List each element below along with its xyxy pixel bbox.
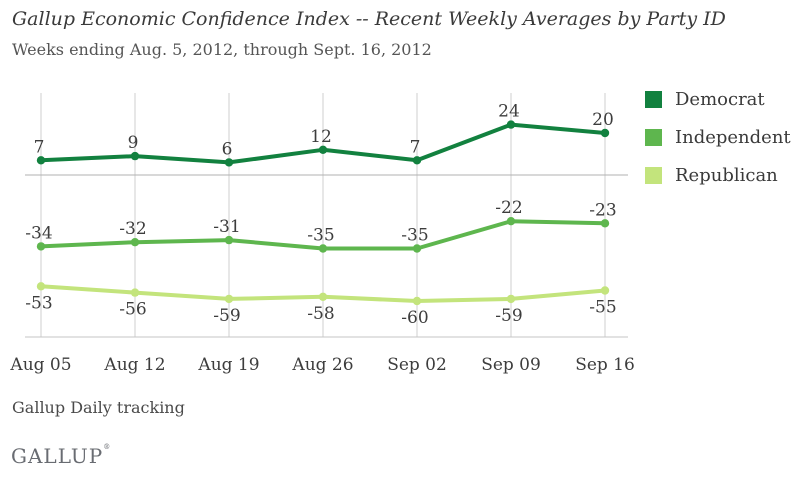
- svg-text:-22: -22: [495, 198, 522, 218]
- svg-text:Aug 19: Aug 19: [197, 355, 259, 375]
- page-title: Gallup Economic Confidence Index -- Rece…: [12, 8, 726, 30]
- legend-item-republican: Republican: [645, 165, 791, 186]
- svg-text:20: 20: [592, 110, 614, 130]
- gallup-logo-text: GALLUP: [11, 444, 104, 468]
- svg-text:-35: -35: [307, 226, 334, 246]
- gallup-logo: GALLUP®: [11, 443, 112, 469]
- svg-text:7: 7: [410, 137, 421, 157]
- svg-text:9: 9: [128, 133, 139, 153]
- source-note: Gallup Daily tracking: [12, 398, 185, 417]
- republican-swatch-icon: [645, 167, 662, 184]
- svg-text:-55: -55: [589, 298, 616, 318]
- registered-trademark-icon: ®: [103, 443, 112, 451]
- svg-text:-59: -59: [495, 306, 522, 326]
- svg-text:-58: -58: [307, 304, 334, 324]
- svg-text:-60: -60: [401, 308, 428, 328]
- svg-text:-59: -59: [213, 306, 240, 326]
- svg-text:12: 12: [310, 127, 332, 147]
- legend-item-independent: Independent: [645, 127, 791, 148]
- legend-label-republican: Republican: [675, 165, 778, 186]
- svg-text:Sep 09: Sep 09: [481, 355, 541, 375]
- svg-text:Aug 05: Aug 05: [9, 355, 71, 375]
- svg-text:Sep 16: Sep 16: [575, 355, 635, 375]
- svg-text:-23: -23: [589, 200, 616, 220]
- svg-text:Sep 02: Sep 02: [387, 355, 447, 375]
- democrat-swatch-icon: [645, 91, 662, 108]
- svg-text:-56: -56: [119, 300, 146, 320]
- legend-item-democrat: Democrat: [645, 89, 791, 110]
- chart-legend: Democrat Independent Republican: [645, 89, 791, 205]
- page-subtitle: Weeks ending Aug. 5, 2012, through Sept.…: [12, 40, 432, 59]
- legend-label-democrat: Democrat: [675, 89, 765, 110]
- svg-text:6: 6: [222, 139, 233, 159]
- svg-text:-34: -34: [25, 223, 52, 243]
- svg-text:-53: -53: [25, 293, 52, 313]
- independent-swatch-icon: [645, 129, 662, 146]
- svg-text:Aug 12: Aug 12: [103, 355, 165, 375]
- svg-text:7: 7: [34, 137, 45, 157]
- svg-text:24: 24: [498, 102, 520, 122]
- legend-label-independent: Independent: [675, 127, 791, 148]
- svg-text:-35: -35: [401, 226, 428, 246]
- svg-text:Aug 26: Aug 26: [291, 355, 353, 375]
- svg-text:-31: -31: [213, 217, 240, 237]
- svg-text:-32: -32: [119, 219, 146, 239]
